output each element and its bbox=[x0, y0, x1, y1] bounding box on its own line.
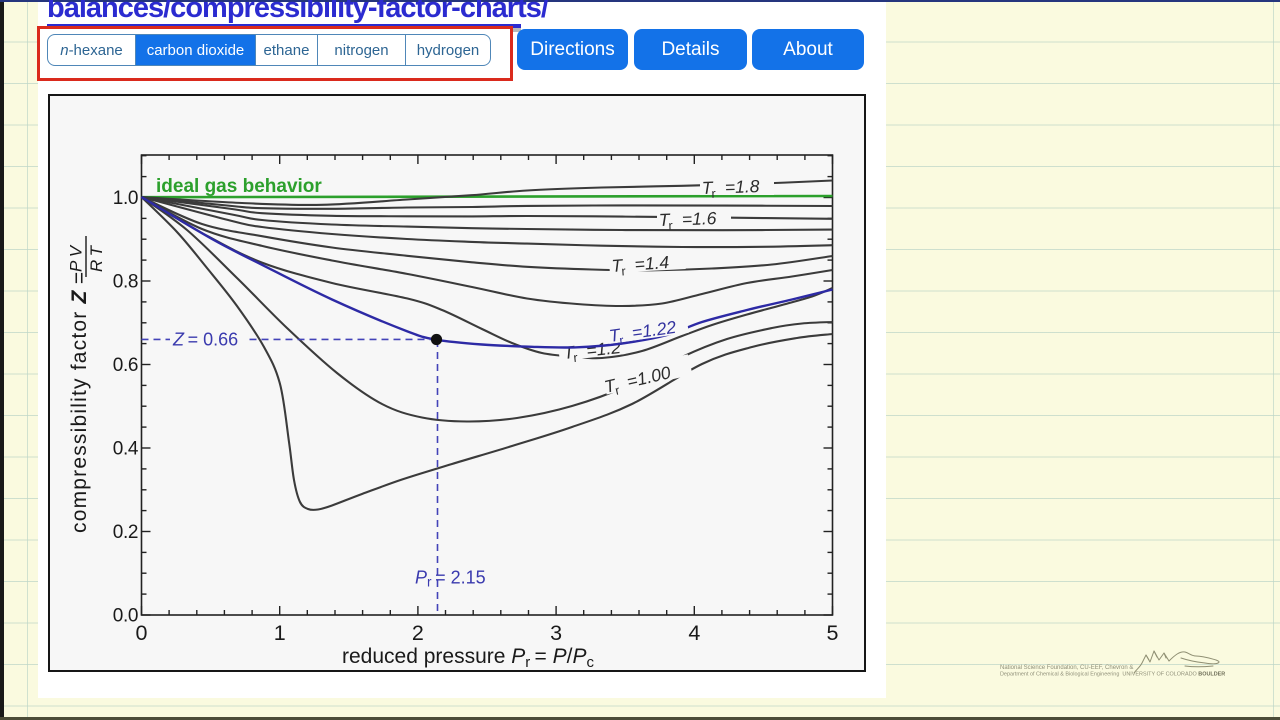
svg-text:5: 5 bbox=[827, 621, 839, 645]
svg-text:r: r bbox=[618, 333, 624, 347]
svg-text:2: 2 bbox=[412, 621, 424, 645]
svg-text:r: r bbox=[711, 187, 716, 201]
svg-text:r: r bbox=[614, 383, 621, 398]
svg-text:=1.22: =1.22 bbox=[627, 317, 677, 343]
svg-text:P V: P V bbox=[67, 244, 86, 272]
svg-text:3: 3 bbox=[550, 621, 562, 645]
svg-text:ideal gas behavior: ideal gas behavior bbox=[156, 176, 322, 197]
svg-text:=1.8: =1.8 bbox=[721, 176, 760, 197]
svg-text:1: 1 bbox=[274, 621, 286, 645]
svg-text:1.0: 1.0 bbox=[113, 188, 138, 209]
svg-text:0.2: 0.2 bbox=[113, 522, 138, 543]
svg-text:r: r bbox=[668, 219, 673, 233]
svg-text:r: r bbox=[573, 351, 579, 365]
svg-text:Z = 0.66: Z = 0.66 bbox=[172, 330, 238, 350]
svg-text:r: r bbox=[621, 264, 626, 278]
svg-text:R T: R T bbox=[87, 244, 106, 272]
svg-text:compressibility factor Z =: compressibility factor Z = bbox=[68, 271, 91, 533]
svg-text:0.0: 0.0 bbox=[113, 606, 138, 627]
svg-text:0: 0 bbox=[136, 621, 148, 645]
svg-text:=1.4: =1.4 bbox=[630, 252, 670, 275]
svg-text:T: T bbox=[608, 324, 623, 345]
svg-text:0.8: 0.8 bbox=[113, 272, 138, 293]
svg-text:T: T bbox=[701, 178, 714, 198]
svg-text:4: 4 bbox=[688, 621, 700, 645]
svg-text:Pr = 2.15: Pr = 2.15 bbox=[415, 568, 486, 590]
svg-text:=1.00: =1.00 bbox=[621, 362, 672, 392]
svg-text:=1.6: =1.6 bbox=[678, 208, 717, 229]
svg-text:T: T bbox=[611, 255, 624, 276]
svg-text:0.6: 0.6 bbox=[113, 355, 138, 376]
svg-text:reduced pressure Pr = P/Pc: reduced pressure Pr = P/Pc bbox=[342, 645, 594, 671]
svg-text:0.4: 0.4 bbox=[113, 439, 139, 460]
svg-text:T: T bbox=[658, 210, 671, 230]
